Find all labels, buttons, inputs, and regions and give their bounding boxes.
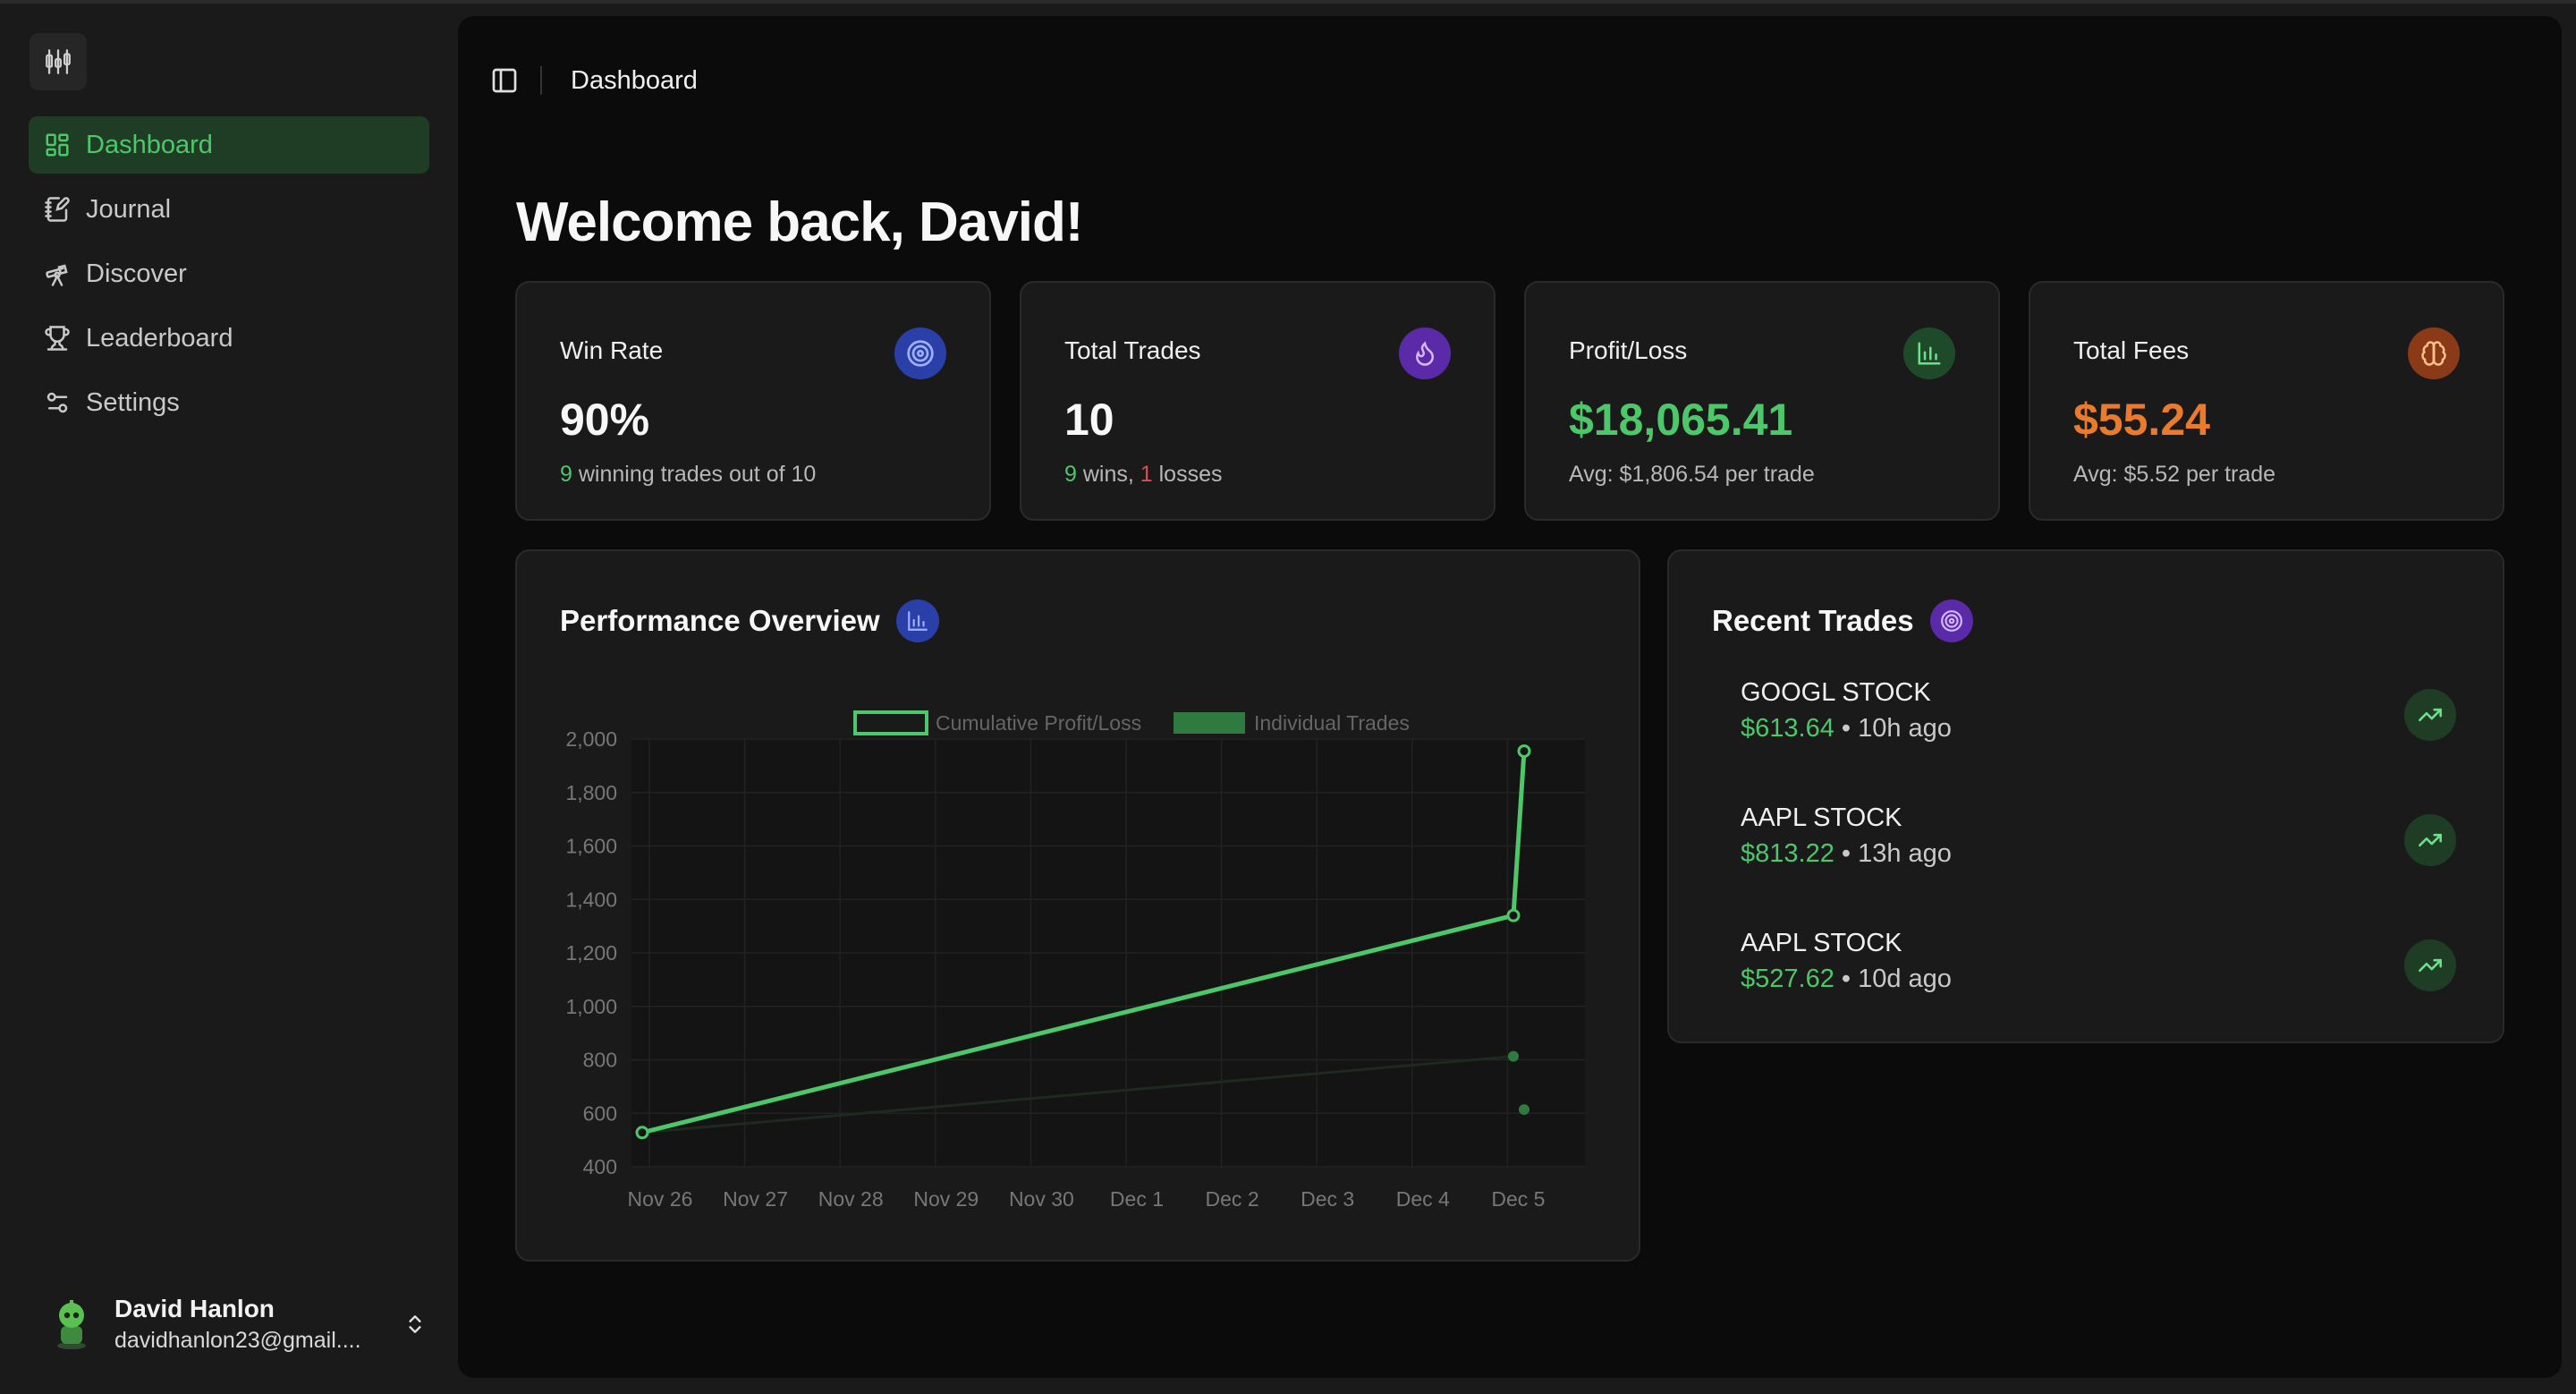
x-tick-label: Nov 26 bbox=[628, 1187, 693, 1211]
trade-meta: $813.22 • 13h ago bbox=[1741, 839, 1952, 868]
sidebar: Dashboard Journal Discover Leaderboard S… bbox=[0, 4, 456, 1394]
layout-grid-icon bbox=[43, 131, 72, 159]
card-title: Performance Overview bbox=[560, 599, 939, 642]
y-tick-label: 1,600 bbox=[565, 835, 617, 858]
x-tick-label: Dec 3 bbox=[1301, 1187, 1354, 1211]
target-icon bbox=[894, 327, 946, 379]
x-tick-label: Nov 27 bbox=[723, 1187, 788, 1211]
app-logo[interactable] bbox=[30, 33, 87, 90]
win-rate-card: Win Rate 90% 9 winning trades out of 10 bbox=[515, 281, 991, 521]
data-point-individual bbox=[1508, 1050, 1519, 1062]
card-value: 10 bbox=[1064, 395, 1114, 445]
card-subtext: Avg: $1,806.54 per trade bbox=[1569, 462, 1815, 487]
profit-loss-card: Profit/Loss $18,065.41 Avg: $1,806.54 pe… bbox=[1524, 281, 2000, 521]
trade-item[interactable]: AAPL STOCK $527.62 • 10d ago bbox=[1741, 925, 2456, 1015]
brain-icon bbox=[2408, 327, 2460, 379]
bar-chart-icon bbox=[1903, 327, 1955, 379]
sidebar-item-label: Dashboard bbox=[86, 130, 213, 159]
legend-swatch-cumulative bbox=[853, 710, 928, 735]
trade-symbol: AAPL STOCK bbox=[1741, 803, 1902, 832]
card-label: Win Rate bbox=[560, 336, 664, 364]
trending-up-icon[interactable] bbox=[2404, 689, 2456, 741]
sidebar-item-label: Leaderboard bbox=[86, 323, 233, 353]
avatar bbox=[45, 1297, 98, 1351]
trophy-icon bbox=[43, 324, 72, 353]
trade-symbol: GOOGL STOCK bbox=[1741, 678, 1931, 707]
sidebar-item-label: Journal bbox=[86, 194, 172, 224]
y-tick-label: 600 bbox=[583, 1101, 617, 1125]
card-subtext: 9 winning trades out of 10 bbox=[560, 462, 817, 487]
data-point-cumulative bbox=[1506, 908, 1521, 922]
trade-meta: $527.62 • 10d ago bbox=[1741, 965, 1952, 993]
x-tick-label: Nov 28 bbox=[818, 1187, 884, 1211]
trade-item[interactable]: AAPL STOCK $813.22 • 13h ago bbox=[1741, 800, 2456, 889]
legend-label: Individual Trades bbox=[1254, 711, 1410, 735]
sliders-icon bbox=[43, 388, 72, 417]
main-content: Dashboard Welcome back, David! Win Rate … bbox=[458, 16, 2562, 1378]
performance-chart[interactable]: 2,000 1,800 1,600 1,400 1,200 1,000 800 600 400 N… bbox=[517, 551, 1642, 1263]
user-menu[interactable]: David Hanlon davidhanlon23@gmail.... bbox=[45, 1288, 429, 1360]
trade-item[interactable]: GOOGL STOCK $613.64 • 10h ago bbox=[1741, 675, 2456, 764]
sidebar-item-settings[interactable]: Settings bbox=[29, 374, 429, 431]
sidebar-item-discover[interactable]: Discover bbox=[29, 245, 429, 302]
x-tick-label: Nov 30 bbox=[1009, 1187, 1074, 1211]
x-tick-label: Dec 4 bbox=[1396, 1187, 1450, 1211]
header: Dashboard bbox=[490, 59, 698, 102]
performance-overview-card: Performance Overview 2,000 1,800 1,600 1,40… bbox=[515, 549, 1640, 1262]
telescope-icon bbox=[43, 259, 72, 288]
card-subtext: 9 wins, 1 losses bbox=[1064, 462, 1223, 487]
y-tick-label: 400 bbox=[583, 1155, 617, 1178]
sidebar-toggle-icon[interactable] bbox=[490, 66, 519, 95]
page-title: Welcome back, David! bbox=[516, 191, 1084, 253]
notebook-pen-icon bbox=[43, 195, 72, 224]
card-value: $18,065.41 bbox=[1569, 395, 1793, 445]
card-value: $55.24 bbox=[2073, 395, 2210, 445]
header-divider bbox=[540, 66, 542, 95]
total-fees-card: Total Fees $55.24 Avg: $5.52 per trade bbox=[2029, 281, 2504, 521]
legend-swatch-individual bbox=[1174, 712, 1245, 734]
target-icon bbox=[1929, 599, 1973, 642]
breadcrumb: Dashboard bbox=[571, 65, 698, 95]
data-point-cumulative bbox=[1517, 744, 1531, 758]
trending-up-icon[interactable] bbox=[2404, 939, 2456, 991]
y-tick-label: 2,000 bbox=[565, 727, 617, 751]
sidebar-item-label: Discover bbox=[86, 259, 187, 288]
flame-icon bbox=[1399, 327, 1451, 379]
x-tick-label: Dec 2 bbox=[1206, 1187, 1259, 1211]
user-email: davidhanlon23@gmail.... bbox=[114, 1328, 361, 1353]
sidebar-nav: Dashboard Journal Discover Leaderboard S… bbox=[29, 116, 429, 438]
sidebar-item-journal[interactable]: Journal bbox=[29, 181, 429, 238]
card-value: 90% bbox=[560, 395, 650, 445]
bar-chart-icon bbox=[895, 599, 939, 642]
card-label: Total Fees bbox=[2073, 336, 2190, 364]
x-tick-label: Nov 29 bbox=[913, 1187, 979, 1211]
chevrons-up-down-icon[interactable] bbox=[401, 1310, 429, 1339]
y-tick-label: 800 bbox=[583, 1049, 617, 1072]
trade-meta: $613.64 • 10h ago bbox=[1741, 714, 1952, 743]
trending-up-icon[interactable] bbox=[2404, 814, 2456, 866]
sidebar-item-label: Settings bbox=[86, 387, 180, 417]
data-point-individual bbox=[1519, 1104, 1530, 1116]
sidebar-item-leaderboard[interactable]: Leaderboard bbox=[29, 310, 429, 367]
user-name: David Hanlon bbox=[114, 1295, 275, 1322]
recent-trades-card: Recent Trades GOOGL STOCK $613.64 • 10h … bbox=[1667, 549, 2504, 1043]
y-tick-label: 1,800 bbox=[565, 781, 617, 804]
window-top-border bbox=[0, 0, 2576, 4]
candlestick-icon bbox=[46, 49, 71, 74]
y-tick-label: 1,200 bbox=[565, 941, 617, 965]
card-subtext: Avg: $5.52 per trade bbox=[2073, 462, 2276, 487]
y-tick-label: 1,400 bbox=[565, 888, 617, 911]
card-label: Profit/Loss bbox=[1569, 336, 1688, 364]
card-title: Recent Trades bbox=[1712, 599, 1973, 642]
x-tick-label: Dec 1 bbox=[1110, 1187, 1164, 1211]
series-line-individual bbox=[641, 1055, 1514, 1135]
y-tick-label: 1,000 bbox=[565, 995, 617, 1018]
x-tick-label: Dec 5 bbox=[1491, 1187, 1545, 1211]
legend-label: Cumulative Profit/Loss bbox=[936, 711, 1141, 735]
trade-symbol: AAPL STOCK bbox=[1741, 929, 1902, 957]
total-trades-card: Total Trades 10 9 wins, 1 losses bbox=[1020, 281, 1496, 521]
sidebar-item-dashboard[interactable]: Dashboard bbox=[29, 116, 429, 174]
card-label: Total Trades bbox=[1064, 336, 1201, 364]
data-point-cumulative bbox=[635, 1126, 649, 1140]
